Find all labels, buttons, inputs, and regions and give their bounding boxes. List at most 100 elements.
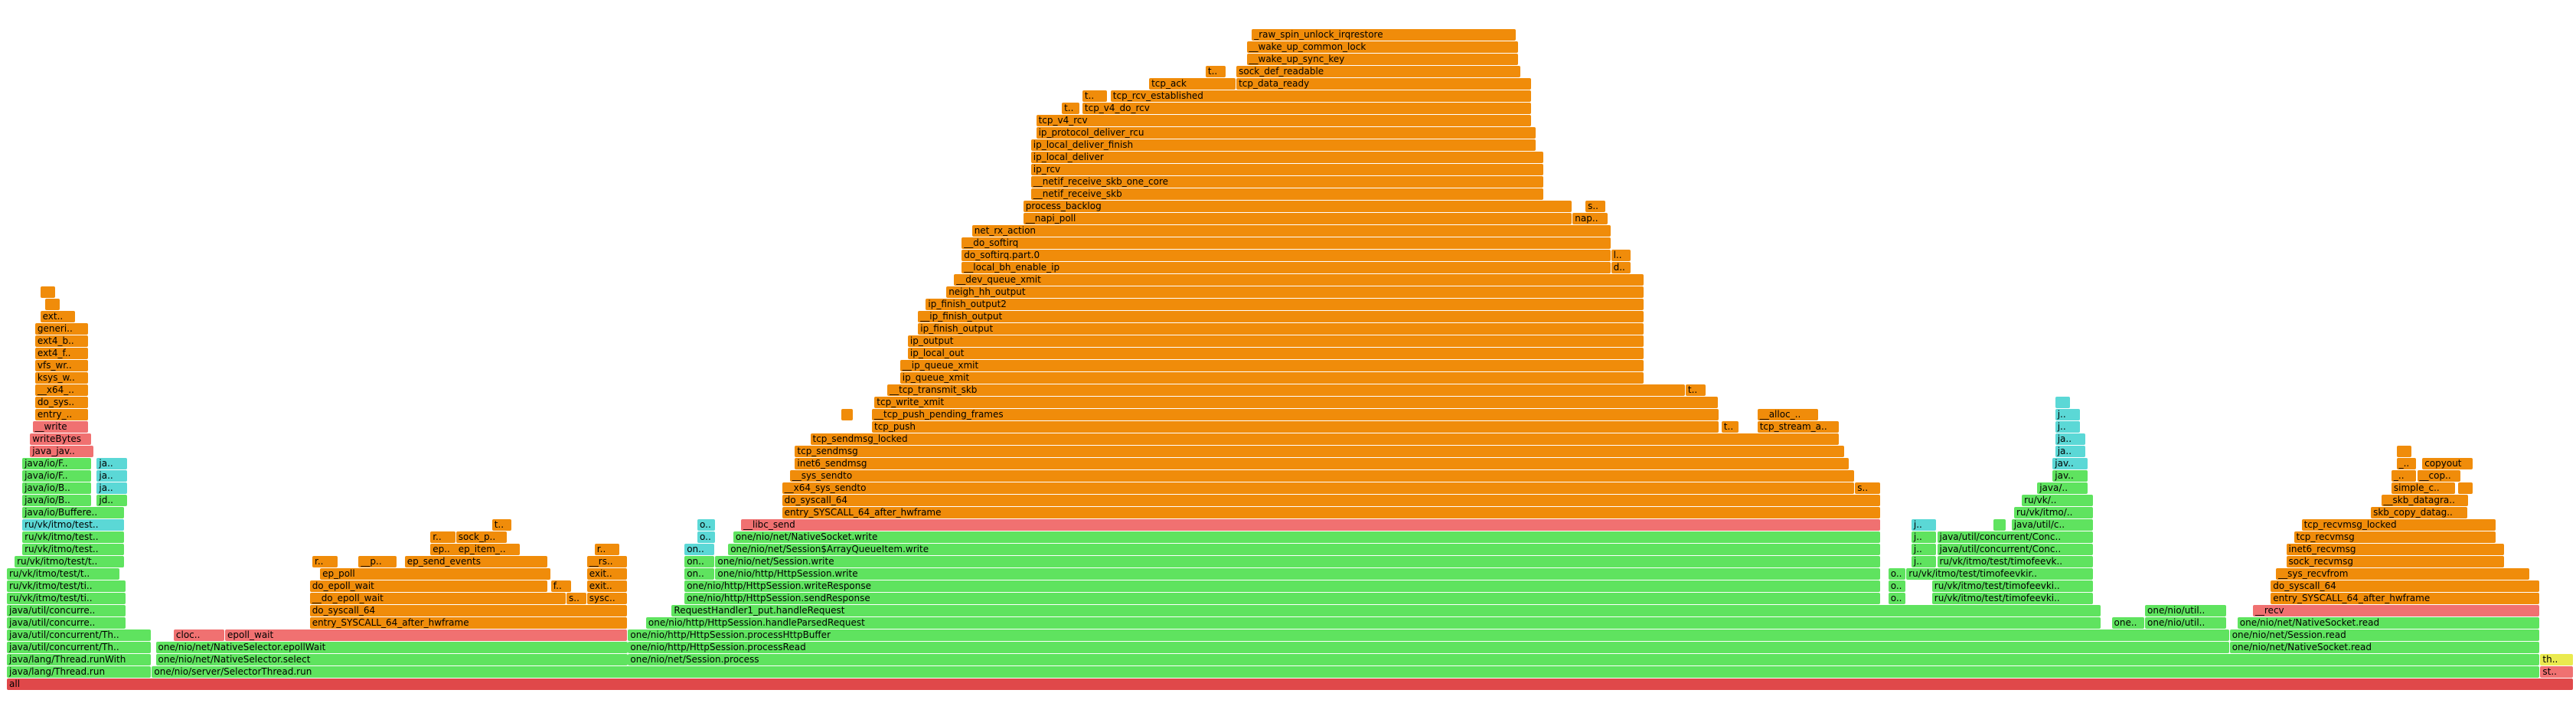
flame-frame[interactable]: ext.. [40,311,76,322]
flame-frame[interactable]: __rs.. [586,556,628,567]
flame-frame[interactable]: one.. [2111,617,2145,629]
flame-frame[interactable]: ip_finish_output [918,323,1644,335]
flame-frame[interactable] [2396,446,2411,457]
flame-frame[interactable]: java/lang/Thread.run [7,666,152,678]
flame-frame[interactable]: on.. [684,556,715,567]
flame-frame[interactable]: __ip_finish_output [918,311,1644,322]
flame-frame[interactable]: java/lang/Thread.runWith [7,654,152,665]
flame-frame[interactable]: one/nio/net/Session.read [2229,629,2540,641]
flame-frame[interactable]: exit.. [586,568,628,580]
flame-frame[interactable]: tcp_recvmsg_locked [2301,519,2496,531]
flame-frame[interactable]: tcp_push [872,421,1719,433]
flame-frame[interactable]: sock_p.. [455,531,507,543]
flame-frame[interactable]: ru/vk/itmo/test.. [22,531,125,543]
flame-frame[interactable]: ru/vk/itmo/test.. [22,519,125,531]
flame-frame[interactable]: __netif_receive_skb_one_core [1030,176,1544,188]
flame-frame[interactable]: __alloc_.. [1757,409,1819,420]
flame-frame[interactable]: _.. [2396,458,2417,469]
flame-frame[interactable]: do_syscall_64 [2271,580,2540,592]
flame-frame[interactable]: one/nio/http/HttpSession.writeResponse [684,580,1880,592]
flame-frame[interactable]: tcp_v4_do_rcv [1082,103,1531,114]
flame-frame[interactable]: generi.. [34,323,89,335]
flame-frame[interactable] [2055,397,2070,408]
flame-frame[interactable]: ru/vk/itmo/test.. [22,544,125,555]
flame-frame[interactable]: ru/vk/itmo/test/ti.. [7,580,126,592]
flame-frame[interactable]: __write [32,421,89,433]
flame-frame[interactable]: __sys_sendto [789,470,1855,482]
flame-frame[interactable]: simple_c.. [2391,482,2455,494]
flame-frame[interactable]: java/.. [2037,482,2088,494]
flame-frame[interactable] [841,409,854,420]
flame-frame[interactable]: java/io/Buffere.. [22,507,125,518]
flame-frame[interactable]: entry_SYSCALL_64_after_hwframe [309,617,628,629]
flame-frame[interactable]: tcp_write_xmit [874,397,1719,408]
flame-frame[interactable]: tcp_sendmsg_locked [810,433,1840,445]
flame-frame[interactable]: s.. [566,593,586,604]
flame-frame[interactable]: tcp_rcv_established [1110,90,1531,102]
flame-frame[interactable]: t.. [491,519,512,531]
flame-frame[interactable]: j.. [1911,519,1937,531]
flame-frame[interactable]: do_softirq.part.0 [962,250,1611,261]
flame-frame[interactable]: s.. [1855,482,1880,494]
flame-frame[interactable]: one/nio/net/NativeSocket.write [733,531,1880,543]
flame-frame[interactable]: ru/vk/itmo/test/t.. [7,568,119,580]
flame-frame[interactable]: t.. [1721,421,1739,433]
flame-frame[interactable]: __tcp_push_pending_frames [872,409,1719,420]
flame-frame[interactable]: ep.. [430,544,461,555]
flame-frame[interactable]: ep_item_.. [455,544,520,555]
flame-frame[interactable]: process_backlog [1023,201,1572,212]
flame-frame[interactable]: __recv [2252,605,2540,616]
flame-frame[interactable]: o.. [1888,580,1906,592]
flame-frame[interactable]: ip_rcv [1030,164,1544,175]
flame-frame[interactable]: st.. [2540,666,2573,678]
flame-frame[interactable]: j.. [1911,556,1937,567]
flame-frame[interactable]: t.. [1062,103,1079,114]
flame-frame[interactable]: exit.. [586,580,628,592]
flame-frame[interactable]: ja.. [2055,433,2085,445]
flame-frame[interactable]: o.. [1888,568,1906,580]
flame-frame[interactable]: one/nio/net/NativeSelector.epollWait [155,642,628,653]
flame-frame[interactable]: one/nio/http/HttpSession.sendResponse [684,593,1880,604]
flame-frame[interactable]: __libc_send [741,519,1880,531]
flame-frame[interactable]: ep_poll [320,568,550,580]
flame-frame[interactable]: sock_def_readable [1236,66,1521,77]
flame-frame[interactable]: j.. [1911,531,1937,543]
flame-frame[interactable]: do_syscall_64 [309,605,628,616]
flame-frame[interactable]: __skb_datagra.. [2381,495,2468,506]
flame-frame[interactable] [1993,519,2006,531]
flame-frame[interactable]: __p.. [358,556,397,567]
flame-frame[interactable]: java/io/F.. [22,458,91,469]
flame-frame[interactable]: copyout [2422,458,2473,469]
flame-frame[interactable]: jav.. [2052,470,2088,482]
flame-frame[interactable]: java/util/concurrent/Conc.. [1937,544,2093,555]
flame-frame[interactable]: tcp_sendmsg [795,446,1844,457]
flame-frame[interactable]: ru/vk/itmo/test/timofeevki.. [1931,593,2093,604]
flame-frame[interactable]: ksys_w.. [34,372,89,384]
flame-frame[interactable]: do_syscall_64 [782,495,1880,506]
flame-frame[interactable]: r.. [594,544,620,555]
flame-frame[interactable]: _.. [2391,470,2417,482]
flame-frame[interactable]: __napi_poll [1023,213,1572,224]
flame-frame[interactable]: ext4_b.. [34,335,89,347]
flame-frame[interactable]: one/nio/util.. [2145,605,2227,616]
flame-frame[interactable]: on.. [684,544,715,555]
flame-frame[interactable]: java/io/B.. [22,482,91,494]
flame-frame[interactable]: java/util/concurrent/Th.. [7,642,152,653]
flame-frame[interactable]: jav.. [2052,458,2088,469]
flame-frame[interactable]: ip_output [907,335,1644,347]
flame-frame[interactable]: skb_copy_datag.. [2371,507,2468,518]
flame-frame[interactable]: ja.. [96,482,127,494]
flame-frame[interactable]: __do_softirq [962,237,1611,249]
flame-frame[interactable]: t.. [1685,384,1706,396]
flame-frame[interactable]: __x64_sys_sendto [782,482,1855,494]
flame-frame[interactable]: ru/vk/itmo/test/timofeevki.. [1931,580,2093,592]
flame-frame[interactable]: tcp_recvmsg [2294,531,2496,543]
flame-frame[interactable]: do_epoll_wait [309,580,548,592]
flame-frame[interactable]: one/nio/net/NativeSocket.read [2229,642,2540,653]
flame-frame[interactable]: ext4_f.. [34,348,89,359]
flame-frame[interactable]: one/nio/util.. [2145,617,2227,629]
flame-frame[interactable]: jd.. [96,495,127,506]
flame-frame[interactable]: sysc.. [586,593,628,604]
flame-frame[interactable]: sock_recvmsg [2286,556,2504,567]
flame-frame[interactable]: neigh_hh_output [946,286,1644,298]
